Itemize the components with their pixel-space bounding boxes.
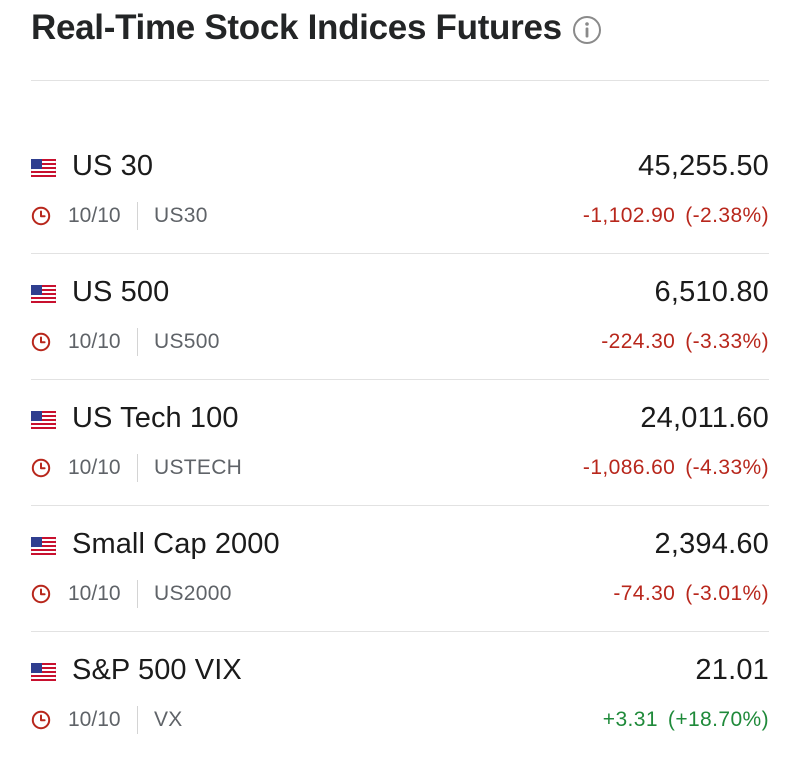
index-name[interactable]: S&P 500 VIX [72, 654, 242, 686]
index-change: -74.30 (-3.01%) [613, 582, 769, 606]
index-change: -224.30 (-3.33%) [601, 330, 769, 354]
us-flag-icon [30, 662, 57, 682]
index-change: +3.31 (+18.70%) [603, 708, 769, 732]
change-percent: (-2.38%) [685, 204, 769, 227]
clock-icon [31, 458, 51, 478]
clock-icon [31, 332, 51, 352]
change-percent: (-3.01%) [685, 582, 769, 605]
change-percent: (-4.33%) [685, 456, 769, 479]
index-symbol: VX [154, 708, 183, 731]
change-value: +3.31 [602, 708, 658, 731]
index-row[interactable]: US 500 6,510.80 10/10 US500 -224.30 (-3.3… [30, 254, 769, 380]
change-percent: (+18.70%) [667, 708, 769, 731]
index-row[interactable]: US Tech 100 24,011.60 10/10 USTECH -1,08… [30, 380, 769, 506]
index-price: 45,255.50 [638, 150, 769, 182]
page-header: Real-Time Stock Indices Futures [31, 8, 602, 48]
header-divider [31, 80, 769, 81]
change-value: -224.30 [601, 330, 676, 353]
index-date: 10/10 [68, 582, 121, 605]
index-symbol: US2000 [154, 582, 232, 605]
index-symbol: USTECH [154, 456, 243, 479]
meta-separator [137, 454, 138, 482]
index-date: 10/10 [68, 204, 121, 227]
clock-icon [31, 584, 51, 604]
index-row[interactable]: Small Cap 2000 2,394.60 10/10 US2000 -74… [30, 506, 769, 632]
index-name[interactable]: Small Cap 2000 [72, 528, 280, 560]
page-title: Real-Time Stock Indices Futures [31, 8, 562, 47]
us-flag-icon [30, 158, 57, 178]
index-name[interactable]: US Tech 100 [72, 402, 239, 434]
meta-separator [137, 202, 138, 230]
index-name[interactable]: US 500 [72, 276, 170, 308]
index-symbol: US500 [154, 330, 220, 353]
index-date: 10/10 [68, 708, 121, 731]
index-name[interactable]: US 30 [72, 150, 154, 182]
clock-icon [31, 710, 51, 730]
change-value: -74.30 [613, 582, 676, 605]
change-value: -1,102.90 [582, 204, 676, 227]
index-symbol: US30 [154, 204, 208, 227]
index-row[interactable]: US 30 45,255.50 10/10 US30 -1,102.90 (-2.… [30, 128, 769, 254]
info-icon[interactable] [572, 15, 602, 45]
index-price: 21.01 [695, 654, 769, 686]
meta-separator [137, 706, 138, 734]
change-percent: (-3.33%) [685, 330, 769, 353]
meta-separator [137, 328, 138, 356]
index-change: -1,086.60 (-4.33%) [583, 456, 769, 480]
clock-icon [31, 206, 51, 226]
us-flag-icon [30, 536, 57, 556]
us-flag-icon [30, 284, 57, 304]
index-row[interactable]: S&P 500 VIX 21.01 10/10 VX +3.31 (+18.70%… [30, 632, 769, 758]
index-price: 6,510.80 [654, 276, 769, 308]
meta-separator [137, 580, 138, 608]
index-price: 2,394.60 [654, 528, 769, 560]
index-price: 24,011.60 [640, 402, 769, 434]
indices-list: US 30 45,255.50 10/10 US30 -1,102.90 (-2.… [30, 128, 769, 758]
change-value: -1,086.60 [582, 456, 676, 479]
us-flag-icon [30, 410, 57, 430]
index-change: -1,102.90 (-2.38%) [583, 204, 769, 228]
index-date: 10/10 [68, 330, 121, 353]
index-date: 10/10 [68, 456, 121, 479]
